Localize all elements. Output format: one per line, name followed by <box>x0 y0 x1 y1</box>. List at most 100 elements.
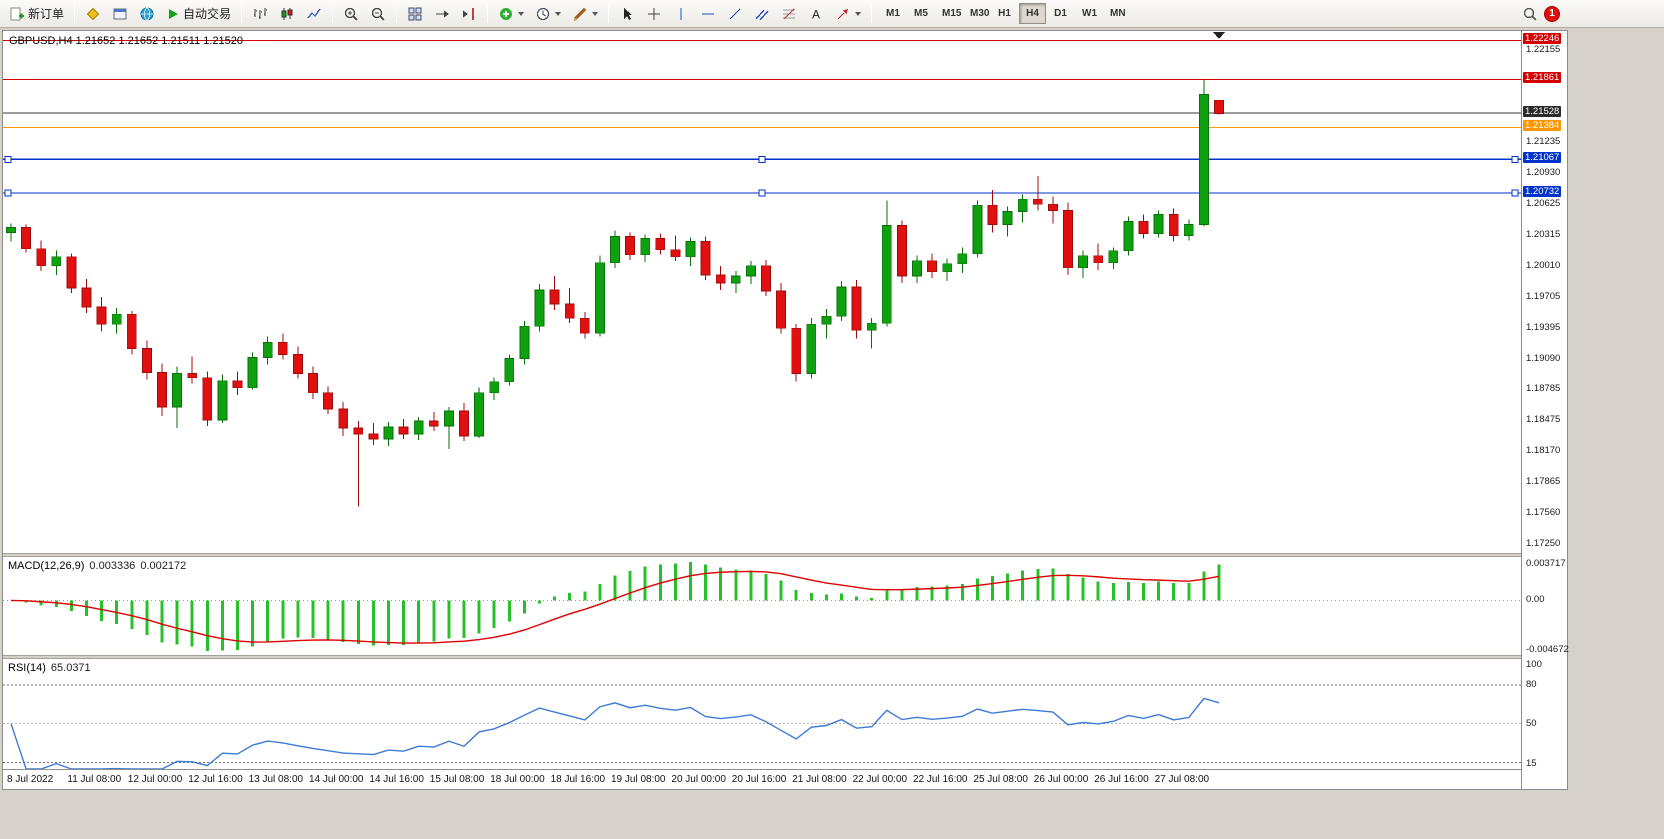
price-tick: 1.20930 <box>1526 167 1561 179</box>
timeframe-button-h4[interactable]: H4 <box>1019 3 1047 24</box>
price-tick: 1.20625 <box>1526 197 1561 209</box>
line-chart-icon <box>306 6 322 22</box>
time-label: 14 Jul 16:00 <box>369 774 424 785</box>
price-tick: 1.18170 <box>1526 445 1561 457</box>
time-axis[interactable]: 8 Jul 2022 11 Jul 08:00 12 Jul 00:00 12 Jul… <box>3 769 1521 789</box>
chevron-down-icon <box>855 11 862 16</box>
price-tick: 1.20010 <box>1526 259 1561 271</box>
crosshair-icon <box>646 6 662 22</box>
notification-badge[interactable]: 1 <box>1544 5 1560 22</box>
price-badge: 1.21861 <box>1523 72 1562 84</box>
vertical-line-icon <box>673 6 689 22</box>
new-order-label: 新订单 <box>28 7 65 21</box>
indicators-plus-icon <box>498 6 514 22</box>
cursor-icon <box>619 6 635 22</box>
separator <box>241 4 243 23</box>
horizontal-line-icon <box>700 6 716 22</box>
templates-button[interactable] <box>567 2 603 25</box>
trendline-icon <box>727 6 743 22</box>
pane-divider[interactable] <box>3 655 1567 659</box>
time-label: 25 Jul 08:00 <box>973 774 1028 785</box>
metaeditor-button[interactable] <box>80 2 106 25</box>
time-label: 8 Jul 2022 <box>7 774 54 785</box>
time-label: 15 Jul 08:00 <box>429 774 485 785</box>
template-brush-icon <box>572 6 588 22</box>
main-price-pane[interactable] <box>3 31 1521 553</box>
separator <box>871 4 873 23</box>
search-button[interactable] <box>1517 2 1543 25</box>
macd-name: MACD(12,26,9) <box>8 560 85 572</box>
fibonacci-icon <box>781 6 797 22</box>
crosshair-button[interactable] <box>641 2 667 25</box>
periods-button[interactable] <box>530 2 566 25</box>
chart-shift-button[interactable] <box>456 2 482 25</box>
time-label: 27 Jul 08:00 <box>1154 774 1210 785</box>
macd-signal-value: 0.002172 <box>140 560 187 572</box>
timeframe-button-m1[interactable]: M1 <box>879 3 906 24</box>
rsi-indicator-label: RSI(14) 65.0371 <box>8 662 91 674</box>
rsi-name: RSI(14) <box>8 662 46 674</box>
rsi-pane[interactable] <box>3 659 1521 769</box>
macd-min-tick: -0.004672 <box>1526 644 1569 655</box>
new-order-button[interactable]: 新订单 <box>4 2 69 25</box>
zoom-in-icon <box>343 6 359 22</box>
fibonacci-button[interactable] <box>776 2 802 25</box>
price-tick: 1.17865 <box>1526 475 1561 487</box>
separator <box>332 4 334 23</box>
timeframe-button-m30[interactable]: M30 <box>963 3 990 24</box>
timeframe-group: M1 M5 M15 M30 H1 H4 D1 W1 MN <box>879 3 1130 24</box>
price-tick: 1.19705 <box>1526 290 1561 302</box>
price-tick: 1.21235 <box>1526 136 1561 148</box>
trendline-button[interactable] <box>722 2 748 25</box>
separator <box>74 4 76 23</box>
candlestick-chart-button[interactable] <box>274 2 300 25</box>
macd-main-value: 0.003336 <box>89 560 136 572</box>
zoom-out-button[interactable] <box>365 2 391 25</box>
mql5-community-button[interactable] <box>134 2 160 25</box>
chart-shift-icon <box>461 6 477 22</box>
indicators-button[interactable] <box>493 2 529 25</box>
channel-icon <box>754 6 770 22</box>
time-label: 22 Jul 16:00 <box>913 774 968 785</box>
cursor-button[interactable] <box>614 2 640 25</box>
time-label: 18 Jul 00:00 <box>490 774 545 785</box>
separator <box>487 4 489 23</box>
macd-max-tick: 0.003717 <box>1526 558 1566 569</box>
auto-scroll-button[interactable] <box>429 2 455 25</box>
rsi-tick: 15 <box>1526 758 1537 769</box>
price-tick: 1.18785 <box>1526 383 1561 395</box>
bar-chart-button[interactable] <box>247 2 273 25</box>
macd-pane[interactable] <box>3 557 1521 655</box>
text-button[interactable]: A <box>803 2 829 25</box>
line-chart-button[interactable] <box>301 2 327 25</box>
rsi-value: 65.0371 <box>50 662 91 674</box>
time-label: 13 Jul 08:00 <box>248 774 304 785</box>
svg-text:A: A <box>812 7 820 21</box>
zoom-in-button[interactable] <box>338 2 364 25</box>
price-badge: 1.22246 <box>1523 33 1562 45</box>
price-axis[interactable]: 1.22155 1.21235 1.20930 1.20625 1.20315 1.200… <box>1521 31 1569 789</box>
rsi-tick: 50 <box>1526 717 1537 729</box>
horizontal-line-button[interactable] <box>695 2 721 25</box>
pane-divider[interactable] <box>3 553 1567 557</box>
terminal-button[interactable] <box>107 2 133 25</box>
separator <box>608 4 610 23</box>
autotrading-button[interactable]: 自动交易 <box>161 2 236 25</box>
timeframe-button-m5[interactable]: M5 <box>907 3 934 24</box>
timeframe-button-d1[interactable]: D1 <box>1047 3 1074 24</box>
text-icon: A <box>808 6 824 22</box>
price-badge: 1.20732 <box>1523 186 1562 198</box>
time-label: 12 Jul 00:00 <box>127 774 183 785</box>
timeframe-button-w1[interactable]: W1 <box>1075 3 1102 24</box>
price-tick: 1.22155 <box>1526 43 1561 55</box>
equidistant-channel-button[interactable] <box>749 2 775 25</box>
timeframe-button-m15[interactable]: M15 <box>935 3 962 24</box>
timeframe-button-h1[interactable]: H1 <box>991 3 1018 24</box>
price-tick: 1.18475 <box>1526 414 1561 426</box>
timeframe-button-mn[interactable]: MN <box>1103 3 1130 24</box>
vertical-line-button[interactable] <box>668 2 694 25</box>
tile-windows-button[interactable] <box>402 2 428 25</box>
arrows-button[interactable] <box>830 2 866 25</box>
zoom-out-icon <box>370 6 386 22</box>
symbol-ohlc-title: GBPUSD,H4 1.21652 1.21652 1.21511 1.2152… <box>9 35 244 47</box>
